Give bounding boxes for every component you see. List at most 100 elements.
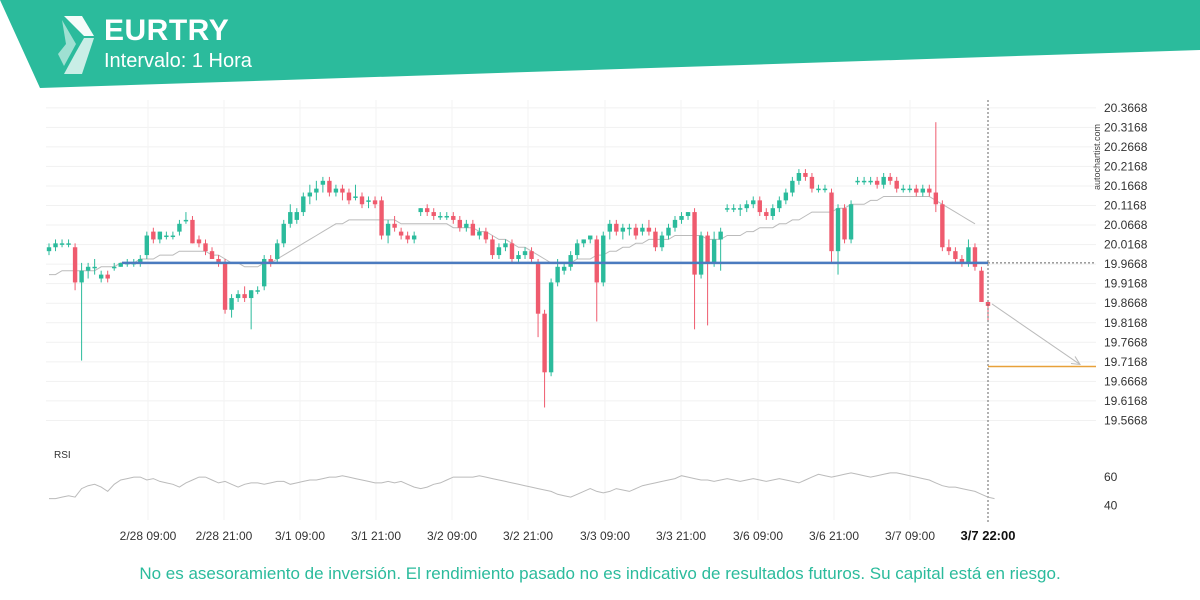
candle — [464, 219, 469, 232]
candle — [457, 215, 463, 232]
candle — [340, 184, 345, 201]
candle-body — [972, 247, 978, 267]
candle — [796, 169, 802, 185]
x-tick-label: 3/7 09:00 — [885, 529, 935, 543]
candle-body — [790, 180, 795, 193]
x-tick-label: 3/1 09:00 — [275, 529, 325, 543]
candle — [914, 184, 919, 197]
candle — [855, 176, 860, 185]
candle-body — [385, 223, 391, 236]
candle-body — [379, 200, 384, 236]
candle — [731, 204, 736, 213]
header-banner-shape — [0, 0, 1200, 88]
candle-body — [242, 294, 247, 299]
candle-body — [248, 290, 254, 299]
candle — [933, 122, 939, 213]
candle — [874, 176, 880, 189]
candle — [483, 227, 489, 244]
levels — [122, 100, 1096, 522]
candle-body — [346, 192, 352, 201]
candle — [144, 231, 150, 259]
candle — [907, 184, 912, 193]
x-axis: 2/28 09:00 2/28 21:00 3/1 09:00 3/1 21:00 3/… — [120, 528, 1016, 543]
candle — [366, 196, 371, 209]
candle-body — [718, 231, 723, 240]
candle — [470, 219, 476, 236]
candle — [868, 176, 873, 185]
candle — [901, 184, 906, 193]
x-tick-label: 3/2 21:00 — [503, 529, 553, 543]
candle-body — [229, 298, 234, 310]
candle-body — [607, 223, 612, 232]
x-tick-label: 3/2 09:00 — [427, 529, 477, 543]
candle-body — [848, 204, 854, 240]
candle-body — [633, 227, 639, 236]
candle — [783, 188, 789, 205]
candle-body — [601, 235, 606, 283]
candle — [614, 219, 619, 236]
candle-body — [822, 188, 828, 191]
candle — [522, 247, 528, 259]
candle-body — [92, 266, 97, 269]
candle-body — [490, 239, 495, 256]
candle — [972, 243, 978, 271]
candle-body — [451, 215, 456, 220]
candle-body — [470, 223, 476, 236]
candle — [275, 239, 280, 263]
candle-body — [914, 188, 919, 193]
y-tick-label: 19.5668 — [1104, 413, 1148, 427]
candle — [53, 239, 58, 252]
candle — [281, 219, 286, 248]
candle-body — [764, 212, 769, 216]
candle-body — [659, 235, 665, 248]
candle — [203, 239, 208, 256]
candle — [698, 231, 704, 279]
candle-body — [777, 200, 782, 209]
y-tick-label: 20.2668 — [1104, 140, 1148, 154]
candle — [692, 208, 697, 330]
candle — [398, 227, 404, 240]
y-axis: 20.3668 20.3168 20.2668 20.2168 20.1668 20.11… — [1104, 101, 1148, 513]
candle-body — [829, 192, 834, 252]
y-tick-label: 19.8168 — [1104, 316, 1148, 330]
candle-body — [627, 227, 632, 230]
candle-body — [920, 188, 925, 193]
candle-body — [118, 262, 123, 267]
y-tick-label: 19.8668 — [1104, 296, 1148, 310]
candle — [561, 262, 567, 275]
candle — [640, 223, 645, 236]
candle-body — [438, 215, 443, 218]
candle-body — [411, 235, 417, 240]
candle-body — [894, 180, 899, 189]
candle-body — [835, 208, 841, 252]
candle-body — [594, 239, 599, 283]
candle-body — [177, 223, 182, 232]
candle — [679, 212, 684, 224]
x-tick-label: 2/28 21:00 — [196, 529, 253, 543]
candle — [659, 231, 665, 252]
candle — [588, 235, 593, 244]
candle-body — [464, 223, 469, 228]
candle — [861, 176, 867, 185]
x-tick-label: 3/1 21:00 — [351, 529, 401, 543]
candle-body — [46, 247, 52, 252]
candle-body — [738, 208, 743, 210]
candle — [190, 215, 195, 244]
candle-body — [946, 247, 952, 252]
candle — [92, 258, 97, 275]
candle-body — [496, 247, 502, 256]
candle-body — [979, 270, 984, 302]
candle — [392, 215, 397, 232]
candle-body — [418, 208, 423, 213]
watermark: autochartist.com — [1092, 124, 1102, 190]
candles — [46, 122, 991, 408]
candle-body — [588, 235, 593, 240]
candle-body — [959, 258, 965, 263]
y-tick-label: 20.1168 — [1104, 199, 1147, 213]
candle-body — [927, 188, 932, 193]
candle — [327, 176, 332, 197]
candle — [444, 212, 449, 220]
candle — [46, 243, 52, 256]
candle-body — [685, 212, 691, 216]
candle-body — [653, 231, 658, 248]
